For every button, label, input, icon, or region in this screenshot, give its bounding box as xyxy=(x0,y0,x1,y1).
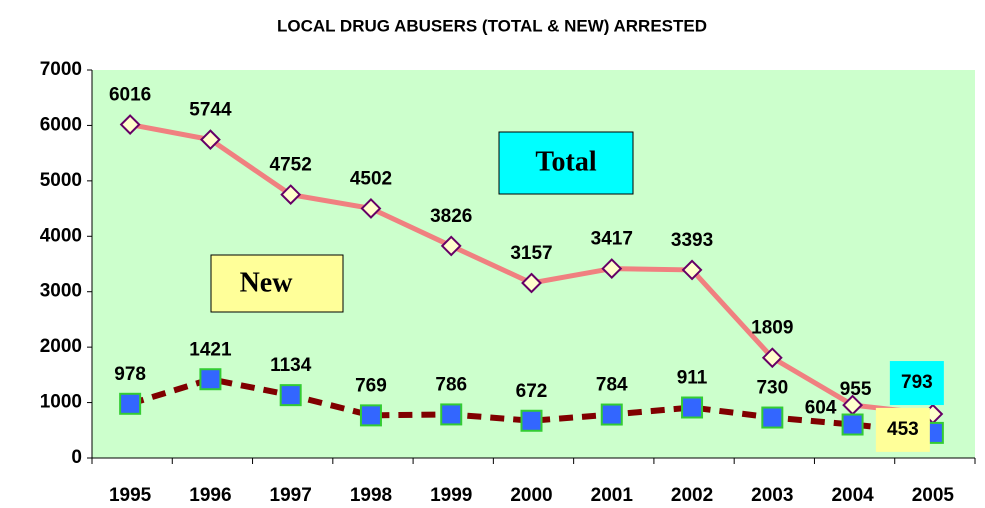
point-marker xyxy=(199,129,221,151)
point-marker xyxy=(280,184,302,206)
new-label-box xyxy=(210,254,344,313)
series-label: New xyxy=(240,267,294,298)
value-label: 3393 xyxy=(671,230,713,251)
y-tick-label: 5000 xyxy=(40,170,82,191)
point-marker xyxy=(440,403,463,426)
point-marker xyxy=(119,114,141,135)
x-tick-label: 2001 xyxy=(591,485,634,506)
point-marker xyxy=(521,272,542,294)
point-marker xyxy=(520,409,543,432)
point-marker xyxy=(600,403,623,426)
y-tick-label: 6000 xyxy=(40,114,82,135)
x-tick-label: 1999 xyxy=(430,485,472,506)
y-tick-label: 4000 xyxy=(40,225,82,246)
value-label-box xyxy=(889,361,944,406)
x-tick-label: 1998 xyxy=(350,485,392,506)
y-tick-label: 0 xyxy=(71,447,82,468)
x-tick-label: 2002 xyxy=(671,485,713,506)
value-label: 4752 xyxy=(270,155,312,176)
value-label: 769 xyxy=(355,375,387,396)
value-label: 1809 xyxy=(751,318,793,339)
point-marker xyxy=(761,347,783,369)
value-label: 672 xyxy=(516,381,548,402)
point-marker xyxy=(601,258,623,280)
value-label: 453 xyxy=(887,419,919,440)
point-marker xyxy=(681,396,704,419)
chart-title: LOCAL DRUG ABUSERS (TOTAL & NEW) ARRESTE… xyxy=(277,16,707,35)
value-label: 786 xyxy=(435,374,467,395)
y-tick-label: 2000 xyxy=(40,336,82,357)
x-tick-label: 2004 xyxy=(831,485,874,506)
point-marker xyxy=(360,198,382,219)
value-label: 784 xyxy=(596,375,628,396)
x-tick-label: 2003 xyxy=(751,485,793,506)
point-marker xyxy=(199,368,222,391)
value-label: 5744 xyxy=(189,100,232,121)
point-marker xyxy=(761,406,784,429)
value-label: 911 xyxy=(677,368,708,389)
y-tick-label: 7000 xyxy=(40,59,82,80)
value-label: 6016 xyxy=(109,85,151,106)
value-label: 604 xyxy=(805,398,837,419)
value-label: 3157 xyxy=(510,243,552,264)
point-marker xyxy=(440,235,462,257)
value-label: 793 xyxy=(901,372,933,393)
series-label: Total xyxy=(535,146,596,177)
value-label: 730 xyxy=(756,378,788,399)
point-marker xyxy=(681,259,703,281)
value-label: 955 xyxy=(840,379,872,400)
y-tick-label: 1000 xyxy=(40,392,82,413)
x-tick-label: 2005 xyxy=(912,485,955,506)
value-label-box xyxy=(875,407,930,452)
y-tick-label: 3000 xyxy=(40,281,82,302)
value-label: 978 xyxy=(114,364,146,385)
value-label: 4502 xyxy=(350,168,392,189)
x-tick-label: 1996 xyxy=(189,485,231,506)
point-marker xyxy=(119,392,142,415)
value-label: 3417 xyxy=(591,229,633,250)
point-marker xyxy=(359,404,382,427)
value-label: 1421 xyxy=(189,339,232,360)
x-tick-label: 2000 xyxy=(510,485,552,506)
series-line xyxy=(129,376,934,436)
x-tick-label: 1995 xyxy=(109,485,152,506)
point-marker xyxy=(279,384,302,407)
x-tick-label: 1997 xyxy=(270,485,312,506)
point-marker xyxy=(841,413,864,436)
value-label: 3826 xyxy=(430,206,472,227)
value-label: 1134 xyxy=(270,355,312,376)
total-label-box xyxy=(498,131,634,195)
